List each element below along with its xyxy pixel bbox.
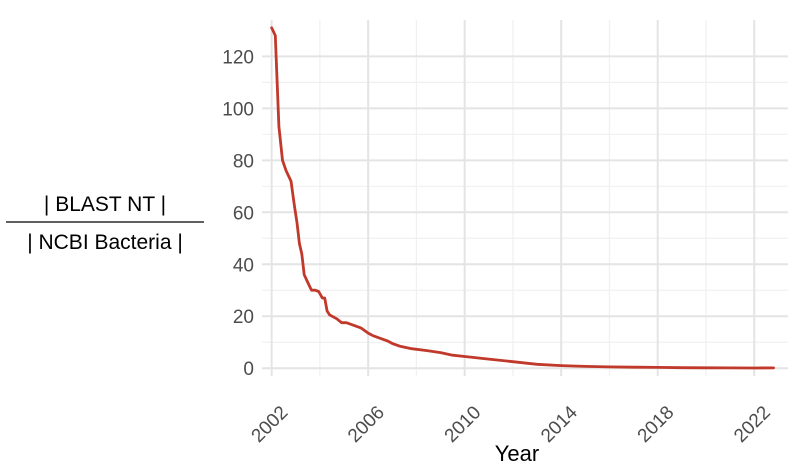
- series-line: [270, 26, 775, 370]
- y-tick-label: 60: [233, 203, 254, 224]
- x-tick-label: 2014: [537, 402, 582, 447]
- y-tick-label: 20: [233, 307, 254, 328]
- grid-lines: [262, 20, 788, 376]
- x-tick-label: 2010: [441, 402, 486, 447]
- y-tick-label: 40: [233, 255, 254, 276]
- x-tick-label: 2002: [248, 402, 293, 447]
- x-axis-title: Year: [495, 441, 539, 466]
- y-axis-title-denominator: | NCBI Bacteria |: [27, 231, 183, 254]
- x-tick-label: 2018: [634, 402, 679, 447]
- y-axis-title-numerator: | BLAST NT |: [44, 193, 166, 216]
- y-tick-label: 120: [222, 47, 254, 68]
- y-tick-label: 0: [243, 359, 254, 380]
- y-tick-label: 80: [233, 151, 254, 172]
- x-tick-label: 2022: [730, 402, 775, 447]
- y-axis-ticks: 0 20 40 60 80 100 120: [222, 47, 254, 380]
- x-tick-label: 2006: [344, 402, 389, 447]
- y-tick-label: 100: [222, 99, 254, 120]
